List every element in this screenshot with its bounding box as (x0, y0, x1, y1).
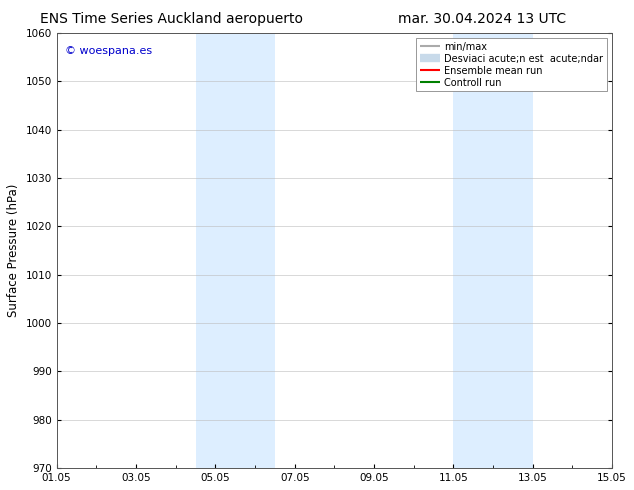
Bar (453, 33, 533, 468)
Y-axis label: Surface Pressure (hPa): Surface Pressure (hPa) (7, 184, 20, 318)
Text: mar. 30.04.2024 13 UTC: mar. 30.04.2024 13 UTC (398, 12, 566, 26)
Text: ENS Time Series Auckland aeropuerto: ENS Time Series Auckland aeropuerto (40, 12, 302, 26)
Legend: min/max, Desviaci acute;n est  acute;ndar, Ensemble mean run, Controll run: min/max, Desviaci acute;n est acute;ndar… (417, 38, 607, 92)
Text: © woespana.es: © woespana.es (65, 46, 152, 56)
Bar (195, 33, 275, 468)
